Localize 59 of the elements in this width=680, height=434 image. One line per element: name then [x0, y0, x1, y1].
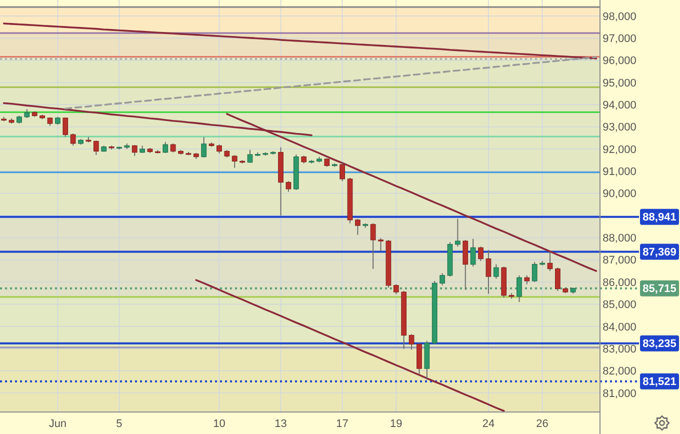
- ref-line-label: 83,235: [642, 338, 676, 350]
- x-tick-label: 10: [213, 418, 226, 430]
- y-tick-label: 88,000: [602, 232, 636, 245]
- y-tick-label: 83,000: [602, 343, 636, 356]
- candlestick: [340, 162, 345, 182]
- candlestick: [232, 154, 238, 168]
- y-tick-label: 81,000: [602, 388, 636, 400]
- y-tick-label: 92,000: [602, 144, 636, 156]
- candlestick: [462, 239, 468, 290]
- y-tick-label: 91,000: [602, 166, 636, 178]
- candlestick: [555, 267, 560, 292]
- candlestick: [470, 238, 476, 268]
- candlestick: [62, 117, 68, 138]
- x-tick-label: Jun: [48, 418, 67, 430]
- y-tick-label: 86,000: [602, 276, 636, 289]
- y-tick-label: 96,000: [602, 55, 636, 68]
- candlestick: [70, 132, 76, 146]
- candlestick: [370, 222, 376, 270]
- candlestick: [408, 334, 414, 350]
- x-tick-label: 5: [116, 418, 122, 430]
- y-tick-label: 98,000: [602, 10, 636, 23]
- x-tick-label: 13: [274, 418, 287, 430]
- y-tick-label: 87,000: [602, 254, 636, 267]
- ref-line-label: 81,521: [642, 376, 676, 388]
- y-tick-label: 90,000: [602, 188, 636, 200]
- y-tick-label: 94,000: [602, 100, 636, 112]
- candlestick: [440, 272, 445, 286]
- candlestick: [247, 149, 253, 164]
- candlestick: [393, 284, 399, 295]
- x-tick-label: 26: [536, 418, 548, 430]
- ref-line-label: 87,369: [642, 246, 676, 259]
- ref-line-label: 88,941: [642, 212, 676, 224]
- candlestick: [162, 141, 168, 154]
- candlestick: [455, 218, 460, 248]
- candlestick: [532, 262, 538, 283]
- ref-line-label: 85,715: [642, 283, 676, 296]
- x-tick-label: 19: [390, 418, 402, 430]
- candlestick: [286, 180, 292, 192]
- x-tick-label: 24: [482, 418, 495, 430]
- x-tick-label: 17: [336, 418, 348, 430]
- y-tick-label: 93,000: [602, 122, 636, 134]
- candlestick: [547, 251, 553, 272]
- y-tick-label: 84,000: [602, 321, 636, 334]
- candlestick: [493, 264, 499, 280]
- candlestick: [516, 274, 522, 303]
- candlestick: [355, 218, 360, 236]
- line-series: [64, 56, 598, 110]
- y-tick-label: 85,000: [602, 299, 636, 312]
- y-tick-label: 95,000: [602, 77, 636, 90]
- candlestick: [486, 249, 492, 294]
- line-series: [195, 279, 505, 412]
- candlestick: [378, 238, 384, 252]
- candlestick: [132, 144, 138, 156]
- y-tick-label: 97,000: [602, 32, 636, 45]
- candlestick: [93, 140, 99, 156]
- candlestick: [478, 246, 484, 262]
- y-tick-label: 82,000: [602, 366, 636, 378]
- candlestick: [201, 136, 207, 158]
- line-series: [2, 22, 598, 60]
